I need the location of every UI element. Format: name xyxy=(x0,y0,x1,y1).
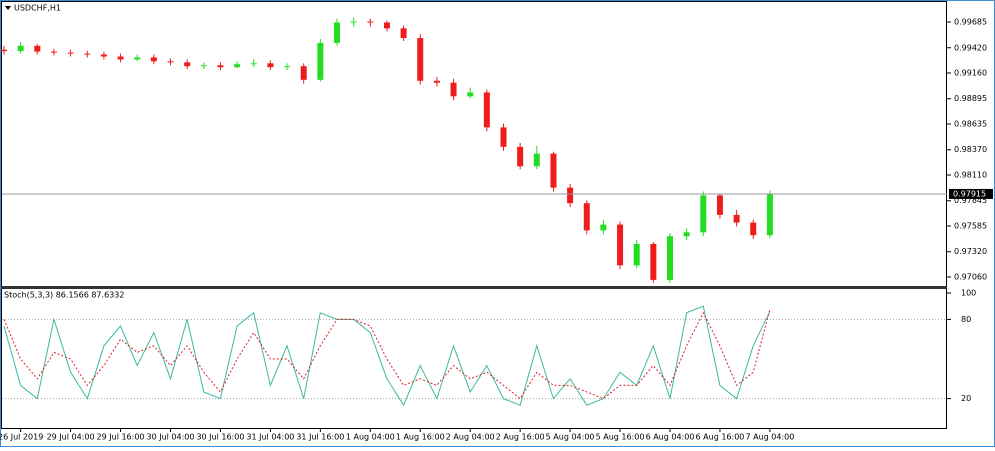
candle-body xyxy=(317,42,324,80)
x-tick-label: 29 Jul 16:00 xyxy=(97,433,145,442)
y-tick-label: 100 xyxy=(961,289,976,298)
y-tick-label: 0.97585 xyxy=(954,221,987,230)
collapse-icon xyxy=(5,6,11,10)
candle-body xyxy=(284,66,291,68)
candle-body xyxy=(383,22,390,29)
candle-body xyxy=(300,66,307,80)
plot-border xyxy=(1,1,947,429)
y-tick-label: 0.97845 xyxy=(954,196,987,205)
candle-body xyxy=(234,64,241,68)
x-tick-label: 7 Aug 04:00 xyxy=(745,433,794,442)
candle-body xyxy=(483,92,490,128)
stoch-line xyxy=(3,305,771,407)
candle-body xyxy=(217,65,224,68)
candle-body xyxy=(667,236,673,280)
candle-body xyxy=(34,45,41,52)
y-tick-label: 0.99420 xyxy=(954,43,987,52)
x-tick-label: 30 Jul 04:00 xyxy=(147,433,195,442)
y-tick-label: 0.97060 xyxy=(954,272,987,281)
candle-body xyxy=(766,193,773,236)
candle-body xyxy=(267,63,274,68)
x-tick-label: 1 Aug 16:00 xyxy=(396,433,445,442)
candle-body xyxy=(533,153,540,167)
candle-body xyxy=(683,232,690,237)
y-tick-label: 0.98370 xyxy=(954,145,987,154)
candle-body xyxy=(517,146,524,167)
candle-body xyxy=(583,203,590,231)
panel-separator xyxy=(1,286,947,289)
candle-body xyxy=(167,61,174,63)
candle-body xyxy=(500,127,507,147)
candle-body xyxy=(716,195,723,215)
x-tick-label: 31 Jul 04:00 xyxy=(246,433,294,442)
x-tick-label: 6 Aug 04:00 xyxy=(646,433,695,442)
y-tick-label: 0.97320 xyxy=(954,247,987,256)
y-tick-label: 0.98895 xyxy=(954,94,987,103)
candle-body xyxy=(250,63,257,65)
candle-body xyxy=(433,80,440,83)
x-tick-label: 5 Aug 04:00 xyxy=(546,433,595,442)
candle-body xyxy=(550,153,557,188)
candle-body xyxy=(134,57,141,60)
candle-body xyxy=(633,243,640,266)
candle-body xyxy=(200,65,207,67)
candle-body xyxy=(650,243,657,280)
x-tick-label: 5 Aug 16:00 xyxy=(596,433,645,442)
candle-body xyxy=(750,222,757,236)
candle-body xyxy=(367,21,374,23)
x-tick-label: 2 Aug 16:00 xyxy=(496,433,545,442)
candle-body xyxy=(617,224,624,266)
indicator-title: Stoch(5,3,3) 86.1566 87.6332 xyxy=(4,291,124,300)
candle-body xyxy=(334,22,340,43)
candle-body xyxy=(84,53,91,55)
candle-body xyxy=(700,195,707,233)
bid-label-box xyxy=(949,188,993,199)
y-tick-label: 0.99685 xyxy=(954,18,987,27)
x-tick-label: 31 Jul 16:00 xyxy=(296,433,344,442)
x-tick-label: 30 Jul 16:00 xyxy=(196,433,244,442)
candle-body xyxy=(567,187,574,204)
candle-body xyxy=(100,54,107,57)
candle-body xyxy=(17,45,24,52)
candle-body xyxy=(733,214,740,223)
candle-body xyxy=(600,224,607,231)
candle-body xyxy=(467,92,474,97)
y-tick-label: 0.98110 xyxy=(954,171,987,180)
y-tick-label: 0.99160 xyxy=(954,69,987,78)
x-tick-label: 26 Jul 2019 xyxy=(0,433,43,442)
candle-body xyxy=(150,57,157,62)
y-tick-label: 20 xyxy=(961,394,971,403)
candle-body xyxy=(117,56,124,60)
candle-body xyxy=(184,62,191,67)
candle-body xyxy=(50,51,57,53)
stoch-line xyxy=(3,309,771,400)
candle-body xyxy=(400,28,407,39)
candle-body xyxy=(417,38,424,81)
x-tick-label: 29 Jul 04:00 xyxy=(47,433,95,442)
y-tick-label: 0.98635 xyxy=(954,120,987,129)
candle-body xyxy=(350,21,357,23)
chart-title: USDCHF,H1 xyxy=(14,4,61,13)
bid-label: 0.97915 xyxy=(953,189,986,198)
candle-body xyxy=(450,82,457,97)
candle-body xyxy=(1,49,7,52)
x-tick-label: 6 Aug 16:00 xyxy=(696,433,745,442)
x-tick-label: 1 Aug 04:00 xyxy=(346,433,395,442)
x-tick-label: 2 Aug 04:00 xyxy=(446,433,495,442)
y-tick-label: 80 xyxy=(961,315,971,324)
candle-body xyxy=(67,52,74,54)
